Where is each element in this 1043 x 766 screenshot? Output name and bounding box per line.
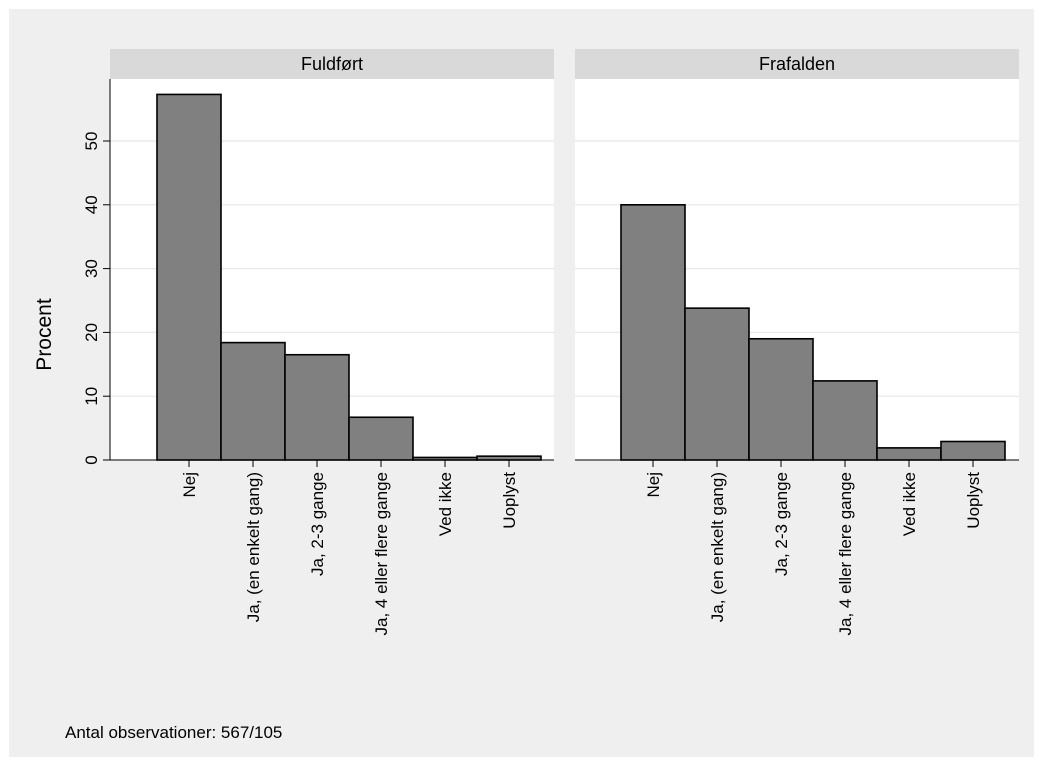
x-tick-label: Ja, (en enkelt gang): [244, 472, 263, 622]
panel-title: Frafalden: [759, 54, 835, 74]
x-tick-label: Ja, 4 eller flere gange: [372, 472, 391, 636]
bar: [284, 353, 350, 461]
x-tick-label: Uoplyst: [964, 472, 983, 529]
y-tick-label: 10: [82, 387, 101, 406]
x-tick-label: Ja, 2-3 gange: [308, 472, 327, 576]
x-tick-label: Ja, (en enkelt gang): [708, 472, 727, 622]
bar: [620, 204, 686, 461]
observations-note: Antal observationer: 567/105: [65, 723, 282, 742]
x-tick-label: Ved ikke: [900, 472, 919, 536]
y-tick-label: 40: [82, 195, 101, 214]
y-tick-label: 0: [82, 455, 101, 464]
bar: [412, 456, 478, 461]
y-tick-label: 20: [82, 323, 101, 342]
panel-title: Fuldført: [301, 54, 363, 74]
bar: [220, 341, 286, 461]
bar: [876, 447, 942, 461]
x-tick-label: Nej: [180, 472, 199, 498]
x-tick-label: Uoplyst: [500, 472, 519, 529]
bar: [748, 337, 814, 461]
bar: [476, 455, 542, 461]
x-tick-label: Ja, 4 eller flere gange: [836, 472, 855, 636]
chart-figure: Fuldført Nej Ja, (en enkelt gang) Ja, 2-3 g…: [9, 9, 1034, 757]
bar: [812, 380, 878, 461]
y-tick-label: 50: [82, 132, 101, 151]
bar: [684, 307, 750, 461]
x-tick-label: Ja, 2-3 gange: [772, 472, 791, 576]
chart-canvas: Fuldført Nej Ja, (en enkelt gang) Ja, 2-3 g…: [33, 49, 1019, 742]
bar: [940, 440, 1006, 461]
y-axis-title: Procent: [33, 298, 56, 371]
panel-strip: [575, 49, 1019, 79]
y-tick-label: 30: [82, 259, 101, 278]
bar: [348, 416, 414, 461]
panel-strip: [110, 49, 554, 79]
bar: [156, 93, 222, 461]
x-tick-label: Nej: [644, 472, 663, 498]
x-tick-label: Ved ikke: [436, 472, 455, 536]
